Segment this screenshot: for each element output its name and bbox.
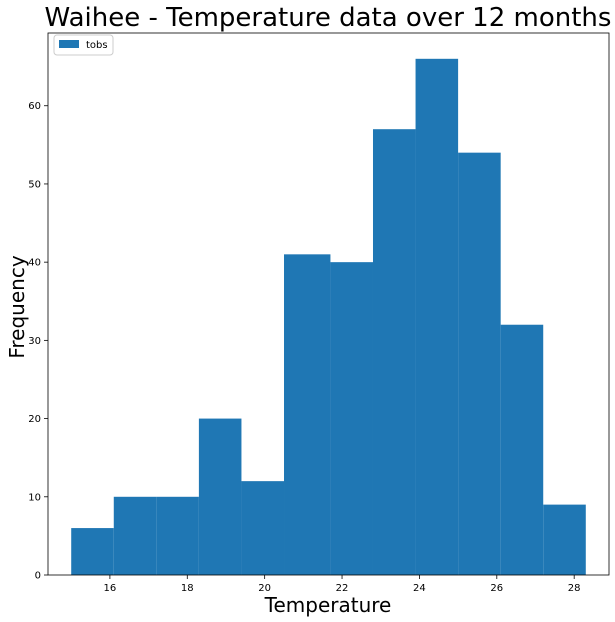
histogram-bar-9 <box>458 152 501 575</box>
y-tick-label: 30 <box>28 336 41 347</box>
y-axis-ticks: 0 10 20 30 40 50 60 <box>28 101 48 582</box>
x-axis-ticks: 16 18 20 22 24 26 28 <box>104 575 581 594</box>
histogram-bar-6 <box>330 262 373 575</box>
legend: tobs <box>53 34 114 56</box>
y-tick-label: 20 <box>28 414 41 425</box>
histogram-bar-11 <box>543 504 586 575</box>
x-tick-label: 20 <box>258 583 271 594</box>
histogram-bar-7 <box>372 129 416 575</box>
histogram-bar-8 <box>415 58 459 576</box>
x-tick-label: 26 <box>490 583 503 594</box>
x-tick-label: 16 <box>104 583 117 594</box>
histogram-bar-1 <box>113 496 157 575</box>
legend-swatch <box>59 40 79 48</box>
y-tick-label: 10 <box>28 492 41 503</box>
y-tick-label: 60 <box>28 101 41 112</box>
histogram-bar-5 <box>284 254 331 575</box>
histogram-bar-4 <box>241 481 285 575</box>
y-tick-label: 40 <box>28 258 41 269</box>
y-axis-label: Frequency <box>5 255 29 358</box>
legend-label-tobs: tobs <box>86 40 108 51</box>
plot-frame <box>47 32 610 576</box>
histogram-bar-10 <box>500 324 544 575</box>
x-tick-label: 28 <box>568 583 581 594</box>
x-tick-label: 24 <box>413 583 426 594</box>
bars-group <box>71 58 586 576</box>
chart-title: Waihee - Temperature data over 12 months <box>45 3 612 33</box>
histogram-bar-2 <box>156 496 199 575</box>
y-tick-label: 0 <box>35 571 41 582</box>
histogram-bar-0 <box>71 528 114 575</box>
x-axis-label: Temperature <box>264 593 392 617</box>
x-tick-label: 18 <box>181 583 194 594</box>
y-tick-label: 50 <box>28 179 41 190</box>
x-tick-label: 22 <box>336 583 349 594</box>
histogram-bar-3 <box>198 418 242 575</box>
